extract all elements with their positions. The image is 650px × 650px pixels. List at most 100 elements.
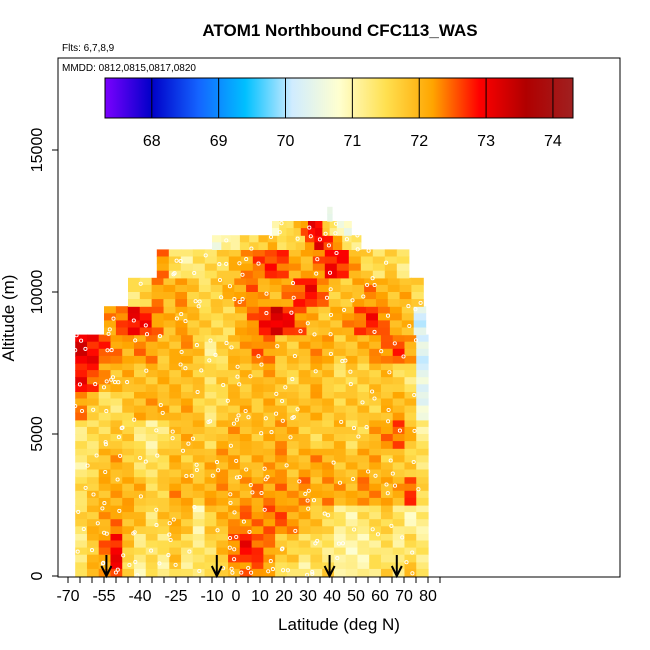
heatmap-cell [282,320,296,329]
sample-marker [366,469,371,474]
heatmap-cell [380,419,394,428]
heatmap-cell [282,327,296,336]
heatmap-cell [235,306,248,314]
sample-marker [351,426,357,431]
heatmap-cell [348,249,362,258]
heatmap-cell [251,434,264,442]
heatmap-cell [151,292,165,300]
heatmap-cell [86,377,100,385]
heatmap-cell [204,391,217,400]
heatmap-cell [216,249,230,258]
heatmap-cell [204,426,217,435]
flight-arrow [390,555,403,579]
heatmap-cell [175,284,188,293]
heatmap-cell [157,441,170,449]
heatmap-cell [145,363,159,371]
sample-marker [91,407,96,412]
heatmap-cell [404,391,417,400]
sample-marker [224,261,229,266]
heatmap-cell [145,526,159,534]
heatmap-cell [275,561,288,570]
heatmap-cell [345,540,359,549]
heatmap-cell [281,284,294,293]
heatmap-cell [286,221,295,229]
heatmap-cell [216,519,229,527]
heatmap-cell [134,561,147,570]
heatmap-cell [275,526,288,534]
heatmap-cell [204,469,217,478]
heatmap-cell [357,547,370,556]
heatmap-cell [416,391,429,400]
heatmap-cell [298,398,311,407]
heatmap-cell [110,419,123,428]
heatmap-cell [345,568,359,577]
heatmap-cell [369,455,382,463]
heatmap-cell [357,405,370,414]
heatmap-cell [75,455,88,463]
heatmap-cell [216,533,229,542]
heatmap-cell [366,313,379,321]
heatmap-cell [263,377,276,385]
x-tick-label: 0 [232,588,241,605]
heatmap-cell [192,256,206,265]
sample-marker [144,368,149,373]
heatmap-cell [86,526,100,534]
heatmap-cell [145,497,159,506]
sample-marker [194,467,199,473]
sample-marker [236,413,241,418]
heatmap-cell [169,355,182,364]
heatmap-cell [375,299,389,307]
heatmap-cell [252,270,266,279]
sample-marker [279,221,284,226]
heatmap-cell [305,242,315,250]
heatmap-cell [204,334,217,343]
heatmap-cell [239,448,253,456]
heatmap-cell [312,263,326,272]
heatmap-cell [294,320,308,329]
heatmap-cell [145,490,159,499]
heatmap-cell [122,497,135,506]
heatmap-cell [286,355,300,364]
heatmap-cell [134,384,147,392]
heatmap-cell [98,405,112,414]
heatmap-cell [380,497,394,506]
heatmap-cell [211,320,224,329]
heatmap-cell [192,469,206,478]
heatmap-cell [369,405,382,414]
x-tick-label: 70 [395,588,413,605]
heatmap-cell [401,327,415,336]
heatmap-cell [345,490,359,499]
sample-marker [232,547,237,552]
heatmap-cell [286,540,300,549]
heatmap-cell [216,547,229,556]
heatmap-cell [404,476,417,485]
heatmap-cell [134,448,147,456]
heatmap-cell [369,355,382,364]
heatmap-cell [392,377,406,385]
sample-marker [265,474,270,479]
sample-marker [385,313,391,318]
heatmap-cell [416,483,429,492]
heatmap-cell [222,299,235,307]
x-axis-label: Latitude (deg N) [278,615,400,634]
heatmap-cell [110,355,123,364]
sample-marker [91,492,96,497]
sample-marker [155,453,160,458]
heatmap-cell [192,441,206,449]
heatmap-cell [86,462,100,471]
heatmap-cell [310,561,323,570]
sample-marker [173,562,178,567]
heatmap-cell [216,405,229,414]
sample-marker [372,282,377,288]
heatmap-cell [157,469,170,478]
heatmap-cell [357,469,370,478]
heatmap-cell [357,391,370,400]
heatmap-cell [380,526,394,534]
heatmap-cell [263,334,276,343]
sample-marker [178,362,183,367]
sample-marker [375,532,381,537]
heatmap-cell [345,412,359,421]
heatmap-cell [98,505,112,513]
heatmap-cell [392,540,406,549]
heatmap-cell [98,370,112,378]
